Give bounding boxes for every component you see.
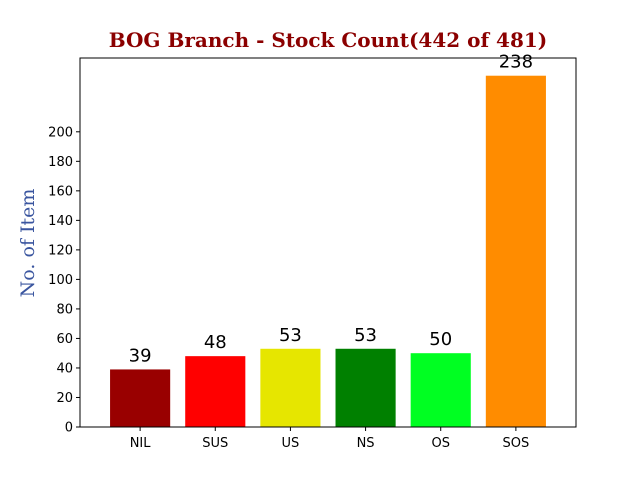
x-tick-label-ns: NS (357, 436, 375, 451)
y-tick-label: 20 (56, 391, 73, 406)
bar-sos (485, 75, 546, 427)
y-tick-label: 160 (48, 184, 73, 199)
x-tick-label-sus: SUS (202, 436, 228, 451)
y-tick-label: 40 (56, 361, 73, 376)
data-label-us: 53 (279, 325, 302, 346)
y-tick-label: 0 (65, 421, 73, 436)
y-tick-label: 140 (48, 214, 73, 229)
y-tick-label: 80 (56, 302, 73, 317)
y-tick-label: 120 (48, 243, 73, 258)
bar-us (260, 348, 321, 427)
y-tick-label: 100 (48, 273, 73, 288)
y-tick-label: 180 (48, 155, 73, 170)
y-tick-label: 60 (56, 332, 73, 347)
bar-nil (110, 369, 171, 427)
x-tick-label-os: OS (431, 436, 449, 451)
bar-sus (185, 356, 246, 427)
data-label-sus: 48 (204, 332, 227, 353)
data-label-os: 50 (429, 329, 452, 350)
data-label-ns: 53 (354, 325, 377, 346)
axes-frame (79, 57, 577, 428)
chart-title: BOG Branch - Stock Count(442 of 481) (108, 28, 548, 52)
y-tick-label: 200 (48, 125, 73, 140)
x-tick-label-us: US (282, 436, 300, 451)
x-tick-label-sos: SOS (503, 436, 530, 451)
data-label-nil: 39 (129, 345, 152, 366)
bar-ns (335, 348, 396, 427)
data-label-sos: 238 (499, 52, 533, 73)
bar-os (410, 353, 471, 427)
x-tick-label-nil: NIL (130, 436, 152, 451)
